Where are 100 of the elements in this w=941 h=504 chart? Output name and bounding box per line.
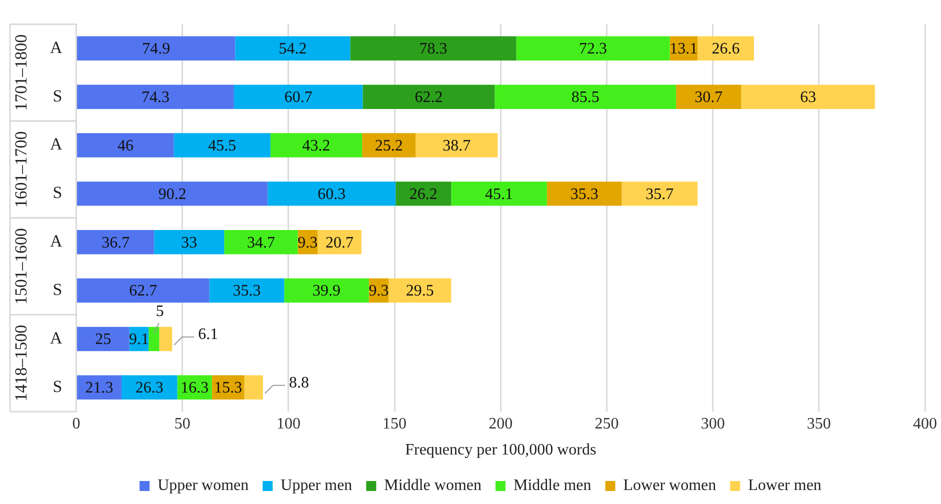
data-label: 72.3 [579,40,608,58]
bar [698,36,754,61]
x-tick-label: 100 [276,415,300,432]
y-tick-label: S [52,376,62,396]
bar [224,230,298,254]
data-label: 20.7 [325,234,354,252]
data-label: 54.2 [278,40,307,58]
y-tick-label: A [50,328,63,348]
legend-label: Upper women [158,477,249,494]
data-label: 45.1 [485,186,514,203]
x-axis-title: Frequency per 100,000 words [405,442,596,459]
bar [154,230,224,254]
data-label: 60.7 [284,89,312,106]
bar [235,36,350,61]
bar [77,36,236,61]
bar [741,84,875,109]
bar [244,375,263,400]
y-tick-label: S [52,86,62,106]
bar [77,230,154,254]
bar [362,133,416,158]
data-label: 35.3 [570,186,598,203]
data-label: 74.3 [141,89,170,106]
data-label: 62.7 [129,282,158,300]
data-label: 9.1 [128,331,149,348]
bar [284,278,369,303]
data-label: 6.1 [198,326,218,344]
bar [77,375,122,400]
bar [234,84,363,109]
data-label: 29.5 [406,282,434,300]
bar [159,326,172,352]
data-label: 16.3 [180,380,209,397]
bar [77,133,174,158]
bar [362,84,495,109]
x-tick-label: 200 [488,415,513,432]
data-label: 45.5 [208,137,236,154]
bar [77,182,268,206]
bar [396,182,452,206]
data-label: 25.2 [374,137,403,154]
data-label: 78.3 [419,40,448,58]
data-label: 21.3 [85,380,114,397]
x-tick-label: 350 [806,415,831,432]
bar [209,278,284,303]
data-label: 34.7 [246,234,275,252]
text: 1501–1600 [11,228,30,305]
legend-label: Lower women [623,477,716,494]
text: 1701–1800 [11,34,30,111]
data-label: 9.3 [298,234,318,252]
x-tick-label: 250 [594,415,619,432]
data-label: 35.3 [232,282,261,300]
data-label: 26.6 [712,40,740,58]
bar [388,278,452,303]
y-tick-label: S [52,183,62,202]
bar [174,133,270,158]
bar [77,278,210,303]
data-label: 30.7 [694,89,723,106]
x-tick-label: 0 [72,415,80,432]
y-tick-label: S [52,280,62,300]
bar [268,182,396,206]
bar [270,133,362,158]
data-label: 46 [117,137,134,154]
data-label: 36.7 [102,234,130,252]
x-tick-label: 300 [700,415,725,432]
bar [350,36,516,61]
legend-label: Lower men [748,477,822,494]
data-label: 39.9 [312,282,341,300]
y-tick-label: A [50,232,63,251]
bar [516,36,670,61]
bar [451,182,547,206]
data-label: 85.5 [571,89,600,106]
data-label: 26.2 [409,186,438,203]
bar [121,375,178,400]
data-label: 35.7 [646,186,674,203]
legend-label: Upper men [280,477,352,494]
data-label: 9.3 [368,282,389,300]
legend-label: Middle women [384,477,482,494]
x-tick-label: 400 [913,415,937,432]
y-tick-label: A [50,38,63,57]
bar [416,133,498,158]
legend-label: Middle men [514,477,592,494]
data-label: 25 [95,331,112,348]
data-label: 62.2 [414,89,443,106]
data-label: 8.8 [288,374,309,392]
bar [77,84,234,109]
data-label: 26.3 [135,380,164,397]
data-label: 5 [156,303,164,320]
y-tick-label: A [50,134,63,154]
data-label: 90.2 [158,186,186,203]
x-tick-label: 50 [174,415,190,432]
bar [546,182,622,206]
bar [148,326,160,352]
bar [77,326,130,352]
bar [622,182,698,206]
data-label: 13.1 [670,40,698,58]
data-label: 63 [800,89,816,106]
x-tick-label: 150 [382,415,407,432]
data-label: 43.2 [302,137,330,154]
data-label: 33 [181,234,198,252]
data-label: 60.3 [318,186,346,203]
data-label: 38.7 [442,137,471,154]
bar [494,84,676,109]
